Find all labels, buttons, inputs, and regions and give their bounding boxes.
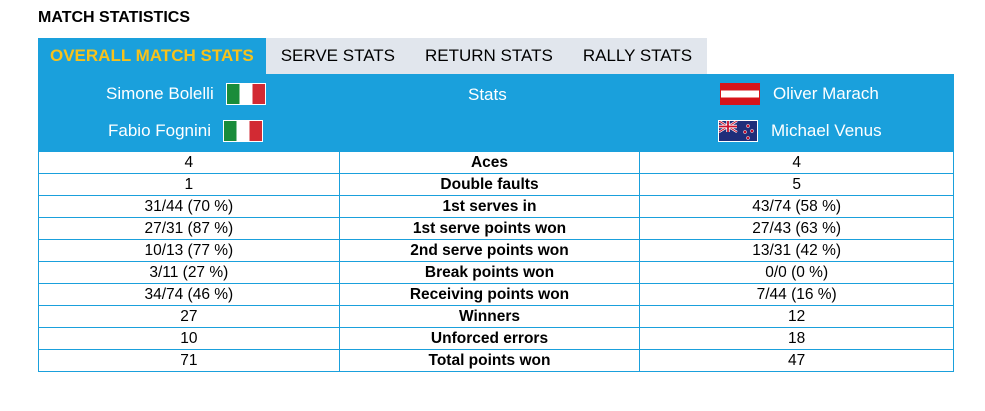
table-row: 27 Winners 12 — [38, 305, 954, 328]
table-row: 10/13 (77 %) 2nd serve points won 13/31 (4… — [38, 239, 954, 262]
table-row: 31/44 (70 %) 1st serves in 43/74 (58 %) — [38, 195, 954, 218]
table-row: 4 Aces 4 — [38, 151, 954, 174]
stat-label: Double faults — [338, 173, 641, 196]
left-value: 27 — [38, 305, 340, 328]
left-value: 31/44 (70 %) — [38, 195, 340, 218]
tab-overall-match-stats[interactable]: OVERALL MATCH STATS — [38, 38, 266, 74]
stat-label: 1st serves in — [338, 195, 641, 218]
stat-label: 2nd serve points won — [338, 239, 641, 262]
page-title: MATCH STATISTICS — [38, 9, 190, 26]
player-name: Oliver Marach — [773, 84, 879, 103]
left-value: 10/13 (77 %) — [38, 239, 340, 262]
stat-label: Unforced errors — [338, 327, 641, 350]
left-value: 10 — [38, 327, 340, 350]
left-player-2: Fabio Fognini — [108, 120, 264, 142]
right-value: 12 — [639, 305, 954, 328]
player-name: Michael Venus — [771, 121, 882, 140]
stat-label: Receiving points won — [338, 283, 641, 306]
right-player-1: Oliver Marach — [720, 83, 879, 105]
right-value: 13/31 (42 %) — [639, 239, 954, 262]
tab-return-stats[interactable]: RETURN STATS — [410, 38, 568, 74]
left-player-1: Simone Bolelli — [106, 83, 266, 105]
right-value: 43/74 (58 %) — [639, 195, 954, 218]
table-row: 34/74 (46 %) Receiving points won 7/44 (16… — [38, 283, 954, 306]
stat-label: Aces — [338, 151, 641, 174]
stats-table: 4 Aces 4 1 Double faults 5 31/44 (70 %) 1st s… — [38, 151, 954, 372]
right-player-2: Michael Venus — [718, 120, 882, 142]
stat-label: Break points won — [338, 261, 641, 284]
left-value: 71 — [38, 349, 340, 372]
left-value: 4 — [38, 151, 340, 174]
right-value: 18 — [639, 327, 954, 350]
table-row: 27/31 (87 %) 1st serve points won 27/43 (6… — [38, 217, 954, 240]
table-row: 3/11 (27 %) Break points won 0/0 (0 %) — [38, 261, 954, 284]
stat-label: 1st serve points won — [338, 217, 641, 240]
left-value: 27/31 (87 %) — [38, 217, 340, 240]
table-row: 1 Double faults 5 — [38, 173, 954, 196]
right-value: 5 — [639, 173, 954, 196]
austria-flag-icon — [720, 83, 760, 105]
player-name: Fabio Fognini — [108, 121, 212, 140]
italy-flag-icon — [225, 83, 266, 105]
left-value: 34/74 (46 %) — [38, 283, 340, 306]
stat-label: Winners — [338, 305, 641, 328]
new-zealand-flag-icon — [718, 120, 758, 142]
left-value: 3/11 (27 %) — [38, 261, 340, 284]
player-name: Simone Bolelli — [106, 84, 214, 103]
right-value: 4 — [639, 151, 954, 174]
tab-serve-stats[interactable]: SERVE STATS — [265, 38, 410, 74]
right-value: 7/44 (16 %) — [639, 283, 954, 306]
stats-column-header: Stats — [468, 85, 507, 104]
right-value: 47 — [639, 349, 954, 372]
right-value: 27/43 (63 %) — [639, 217, 954, 240]
right-value: 0/0 (0 %) — [639, 261, 954, 284]
table-row: 10 Unforced errors 18 — [38, 327, 954, 350]
table-row: 71 Total points won 47 — [38, 349, 954, 372]
stats-tabs: OVERALL MATCH STATS SERVE STATS RETURN S… — [38, 38, 708, 74]
italy-flag-icon — [223, 120, 264, 142]
stat-label: Total points won — [338, 349, 641, 372]
left-value: 1 — [38, 173, 340, 196]
tab-rally-stats[interactable]: RALLY STATS — [567, 38, 708, 74]
teams-header: Simone Bolelli Fabio Fognini Stats Olive… — [38, 74, 954, 151]
